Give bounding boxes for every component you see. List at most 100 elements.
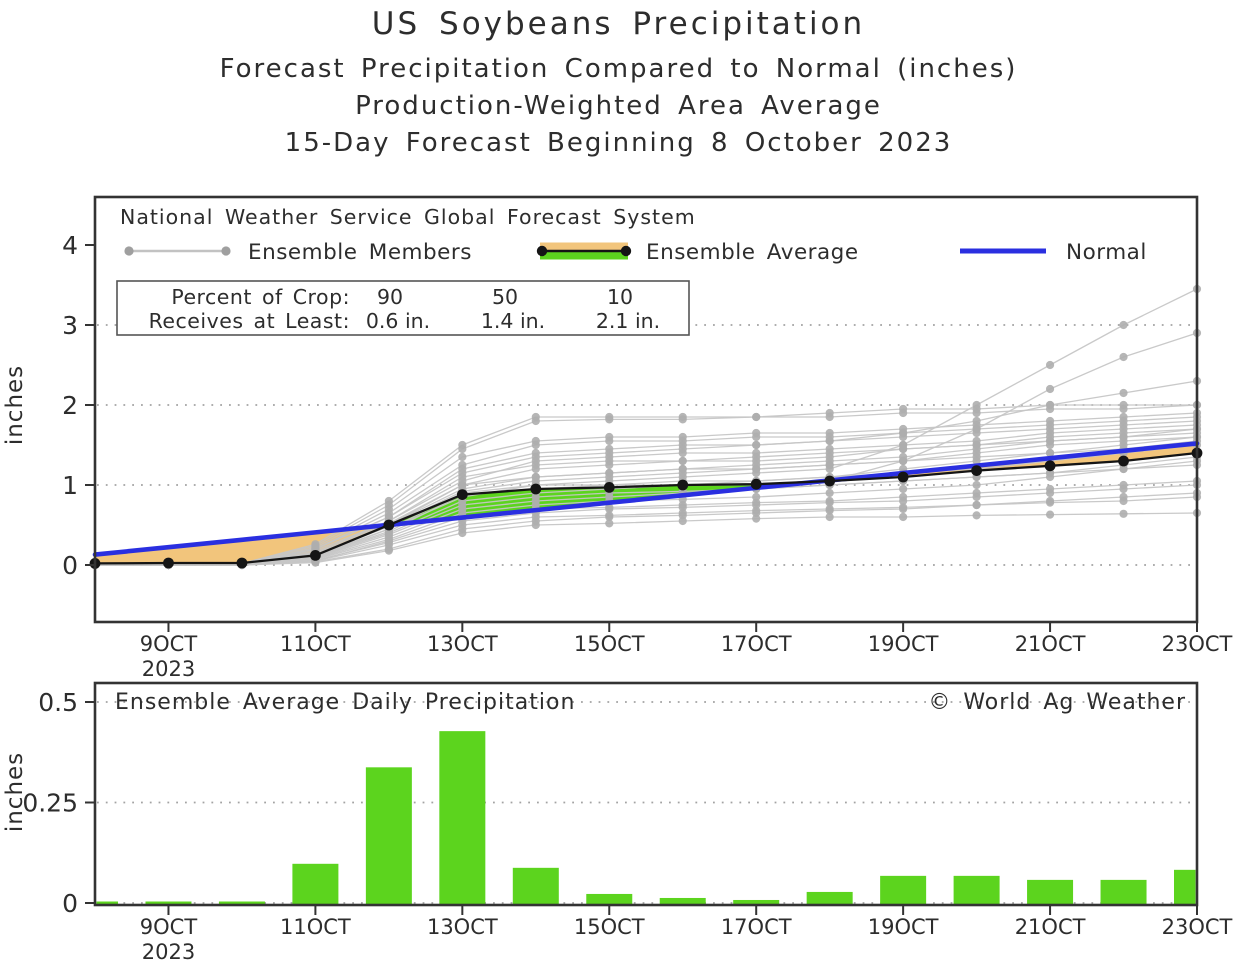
ensemble-member-dot — [531, 416, 540, 426]
ensemble-member-dot — [752, 514, 761, 523]
stats-box-border — [116, 280, 690, 336]
legend-label-ensemble-members: Ensemble Members — [248, 240, 472, 265]
ensemble-member-dot — [605, 512, 614, 522]
ensemble-member-dot — [605, 460, 614, 470]
legend-label-ensemble-average: Ensemble Average — [646, 240, 859, 265]
ensemble-average-line — [89, 447, 1203, 569]
daily-precip-bar-8OCT — [96, 901, 118, 904]
ensemble-member-dot — [752, 432, 761, 442]
ensemble-member-dot — [972, 500, 981, 510]
ensemble-member-line-14 — [95, 440, 1198, 566]
ensemble-member-dot — [1045, 400, 1055, 410]
ensemble-member-dot — [1045, 432, 1055, 442]
ensemble-member-dot — [1119, 492, 1128, 502]
ensemble-member-dot — [899, 444, 908, 454]
ensemble-member-dot — [531, 520, 540, 530]
stats-row2-label: Receives at Least: — [149, 309, 350, 333]
x-tick-label: 15OCT — [574, 915, 645, 939]
ensemble-member-dot — [825, 412, 834, 422]
ensemble-member-line-21 — [95, 404, 1198, 566]
ensemble-member-dot — [1119, 428, 1128, 438]
ensemble-member-dot — [825, 488, 834, 498]
ensemble-member-dot — [972, 424, 981, 434]
y-tick-label: 0 — [62, 551, 78, 580]
figure-subtitle-3: 15-Day Forecast Beginning 8 October 2023 — [284, 128, 953, 158]
y-tick-label: 0 — [62, 889, 78, 918]
stats-row1-label: Percent of Crop: — [171, 285, 350, 309]
ensemble-member-dot — [899, 408, 908, 418]
ensemble-members-sample-dot-right — [221, 246, 231, 256]
ensemble-member-dot — [899, 484, 908, 494]
ensemble-member-dot — [825, 512, 834, 522]
ensemble-member-dot — [1045, 496, 1055, 506]
ensemble-member-dot — [1119, 464, 1128, 474]
ensemble-member-dot — [825, 452, 834, 462]
ensemble-average-dot — [456, 489, 468, 500]
ensemble-member-dot — [678, 503, 687, 512]
ensemble-member-dot — [825, 498, 834, 507]
ensemble-member-dot — [1045, 448, 1055, 458]
x-tick-label: 21OCT — [1015, 915, 1086, 939]
plot-border — [93, 681, 1199, 907]
daily-precip-bar-13OCT — [439, 731, 486, 904]
daily-precip-bar-17OCT — [733, 899, 780, 904]
figure-subtitle-2: Production-Weighted Area Average — [355, 91, 882, 121]
ensemble-members-sample-dot-left — [124, 246, 134, 256]
daily-precip-bar-19OCT — [880, 875, 927, 904]
ensemble-member-dot — [972, 492, 981, 502]
bottom-chart-gridlines — [97, 701, 1195, 904]
y-tick-label: 4 — [62, 231, 78, 260]
stats-row2-value-1: 0.6 in. — [366, 309, 430, 333]
top-chart-legend: National Weather Service Global Forecast… — [120, 205, 1146, 265]
ensemble-average-dot — [163, 557, 174, 569]
ensemble-member-dot — [972, 480, 981, 490]
ensemble-average-sample-orange-band — [540, 242, 628, 251]
ensemble-member-dot — [605, 448, 614, 458]
ensemble-member-dot — [605, 415, 614, 424]
ensemble-member-dot — [458, 444, 467, 454]
world-ag-weather-watermark: © World Ag Weather — [928, 690, 1186, 715]
ensemble-member-dot — [531, 476, 540, 486]
daily-precip-bar-11OCT — [292, 863, 339, 904]
daily-precip-bar-22OCT — [1100, 879, 1147, 904]
ensemble-member-line-24 — [95, 380, 1198, 566]
ensemble-member-dot — [678, 516, 687, 526]
y-tick-label: 1 — [62, 471, 78, 500]
x-tick-year-label: 2023 — [142, 657, 195, 681]
ensemble-member-dot — [1045, 472, 1055, 482]
ensemble-member-dot — [972, 400, 981, 410]
x-tick-label: 17OCT — [721, 915, 792, 939]
ensemble-member-dot — [678, 444, 687, 454]
stats-row1-value-10: 10 — [607, 285, 633, 309]
ensemble-average-dot — [236, 557, 248, 569]
ensemble-average-dot — [1118, 455, 1129, 467]
figure-header: US Soybeans Precipitation Forecast Preci… — [0, 6, 1237, 165]
ensemble-member-line-9 — [95, 332, 1198, 566]
ensemble-member-dot — [899, 512, 908, 522]
ensemble-member-dot — [1045, 384, 1055, 394]
ensemble-average-dot — [530, 483, 542, 495]
ensemble-member-dot — [752, 492, 761, 502]
ensemble-member-dot — [458, 460, 467, 470]
stats-row1-value-90: 90 — [377, 285, 403, 309]
ensemble-average-dot — [677, 479, 689, 491]
percent-of-crop-box: Percent of Crop: 90 50 10 Receives at Le… — [116, 280, 690, 336]
daily-precip-bar-16OCT — [659, 897, 706, 904]
ensemble-member-dot — [972, 511, 981, 520]
x-tick-label: 19OCT — [868, 915, 939, 939]
ensemble-member-dot — [678, 456, 687, 466]
ensemble-average-dot — [310, 550, 321, 561]
x-tick-year-label: 2023 — [142, 940, 195, 964]
x-tick-label: 11OCT — [280, 632, 351, 656]
top-chart-y-axis-label: inches — [2, 365, 28, 445]
y-tick-label: 2 — [62, 391, 78, 420]
normal-line-path — [92, 441, 1200, 557]
ensemble-average-dot — [971, 465, 982, 476]
ensemble-member-dot — [384, 500, 393, 510]
ensemble-member-dot — [458, 452, 467, 462]
ensemble-average-dot — [750, 478, 762, 490]
ensemble-member-dot — [678, 415, 687, 424]
bottom-chart-y-axis-label: inches — [2, 752, 28, 832]
ensemble-member-dot — [384, 535, 393, 544]
